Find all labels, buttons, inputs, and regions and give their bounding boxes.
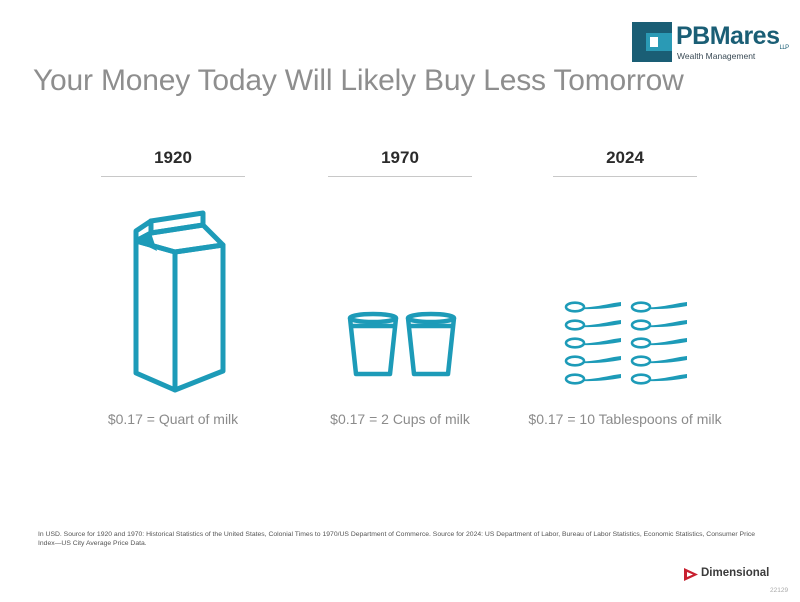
tablespoon-icon	[630, 318, 689, 331]
column-year: 2024	[606, 148, 644, 167]
logo-name: PBMaresLLP	[676, 22, 789, 51]
page-title: Your Money Today Will Likely Buy Less To…	[33, 64, 684, 97]
column-caption: $0.17 = 2 Cups of milk	[330, 411, 470, 427]
column-divider	[101, 176, 245, 177]
column-2024: 2024 $0.17 = 10 Tablespoons of milk	[505, 148, 745, 448]
milk-carton-icon	[133, 210, 226, 393]
tablespoon-icon	[564, 318, 623, 331]
tablespoons-illustration	[564, 300, 689, 385]
source-footnote: In USD. Source for 1920 and 1970: Histor…	[38, 531, 756, 547]
cups-illustration	[347, 311, 457, 377]
pbmares-logo-mark-icon	[632, 22, 672, 62]
cup-icon	[347, 311, 399, 377]
tablespoon-icon	[564, 354, 623, 367]
column-year: 1920	[154, 148, 192, 167]
column-caption: $0.17 = 10 Tablespoons of milk	[528, 411, 722, 427]
column-caption: $0.17 = Quart of milk	[107, 411, 239, 427]
tablespoon-icon	[564, 300, 623, 313]
tablespoon-icon	[630, 354, 689, 367]
column-1920: 1920 $0.17 = Quart of milk	[53, 148, 293, 448]
logo-subtitle: Wealth Management	[677, 51, 756, 61]
dimensional-brand-name: Dimensional	[701, 567, 770, 579]
column-divider	[553, 176, 697, 177]
tablespoon-icon	[630, 300, 689, 313]
tablespoon-icon	[564, 372, 623, 385]
column-divider	[328, 176, 472, 177]
dimensional-logo-mark-icon	[684, 568, 698, 581]
dimensional-logo: Dimensional	[683, 566, 773, 582]
cup-icon	[405, 311, 457, 377]
column-1970: 1970 $0.17 = 2 Cups of milk	[280, 148, 520, 448]
tablespoon-icon	[630, 336, 689, 349]
pbmares-logo: PBMaresLLP Wealth Management	[632, 22, 789, 64]
document-code: 22129	[770, 587, 789, 594]
tablespoon-icon	[564, 336, 623, 349]
tablespoon-icon	[630, 372, 689, 385]
column-year: 1970	[381, 148, 419, 167]
logo-trademark: LLP	[779, 45, 790, 51]
